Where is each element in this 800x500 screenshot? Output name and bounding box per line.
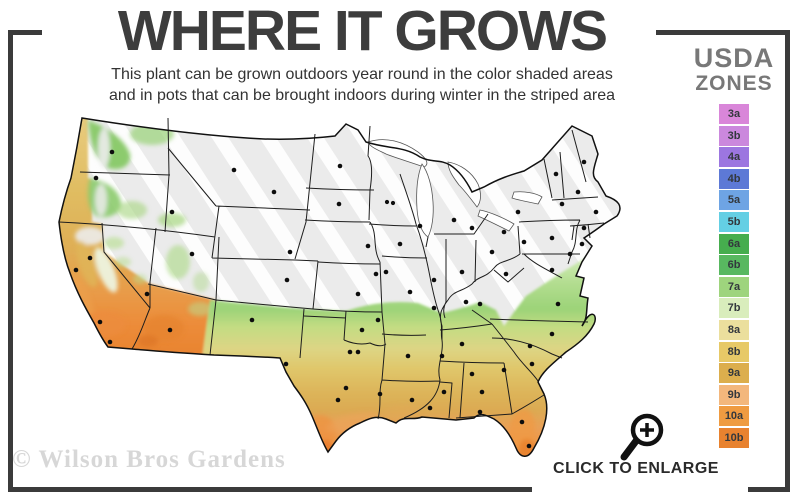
legend-zone-5b: 5b xyxy=(719,211,749,232)
frame-border-bottom-left xyxy=(8,487,532,492)
frame-border-left xyxy=(8,30,13,492)
legend-zone-4a: 4a xyxy=(719,147,749,168)
legend-zone-6a: 6a xyxy=(719,233,749,254)
frame-border-bottom-right xyxy=(748,487,790,492)
legend-title-zones: ZONES xyxy=(695,72,773,95)
usda-zones-legend: USDA ZONES 3a 3b 4a 4b 5a 5b 6a 6b 7a 7b 8a 8b 9a 9b 1… xyxy=(682,44,786,450)
frame-border-top-left xyxy=(8,30,42,35)
legend-zone-9a: 9a xyxy=(719,363,749,384)
legend-zone-3a: 3a xyxy=(719,104,749,124)
legend-zone-list: 3a 3b 4a 4b 5a 5b 6a 6b 7a 7b 8a 8b 9a 9b 10a 10b xyxy=(682,104,786,448)
subtitle-line-2: and in pots that can be brought indoors … xyxy=(108,87,616,104)
frame-border-right xyxy=(785,30,790,492)
legend-zone-7a: 7a xyxy=(719,276,749,297)
legend-zone-10a: 10a xyxy=(719,406,749,427)
legend-title-usda: USDA xyxy=(693,43,775,73)
legend-zone-8a: 8a xyxy=(719,319,749,340)
legend-zone-7b: 7b xyxy=(719,298,749,319)
legend-zone-3b: 3b xyxy=(719,125,749,146)
legend-zone-10b: 10b xyxy=(719,427,749,448)
magnifier-plus-icon[interactable] xyxy=(616,410,672,466)
page-title: WHERE IT GROWS xyxy=(117,0,608,63)
legend-zone-4b: 4b xyxy=(719,168,749,189)
state-borders xyxy=(58,117,605,420)
us-hardiness-zone-map[interactable] xyxy=(52,112,668,464)
legend-zone-5a: 5a xyxy=(719,190,749,211)
frame-border-top-right xyxy=(656,30,790,35)
legend-zone-9b: 9b xyxy=(719,384,749,405)
subtitle-line-1: This plant can be grown outdoors year ro… xyxy=(111,66,613,83)
legend-zone-8b: 8b xyxy=(719,341,749,362)
subtitle: This plant can be grown outdoors year ro… xyxy=(0,64,724,106)
city-dots xyxy=(73,149,599,449)
legend-zone-6b: 6b xyxy=(719,255,749,276)
us-map-svg xyxy=(58,117,621,458)
click-to-enlarge-button[interactable]: CLICK TO ENLARGE xyxy=(553,460,719,477)
watermark: © Wilson Bros Gardens xyxy=(12,446,286,473)
